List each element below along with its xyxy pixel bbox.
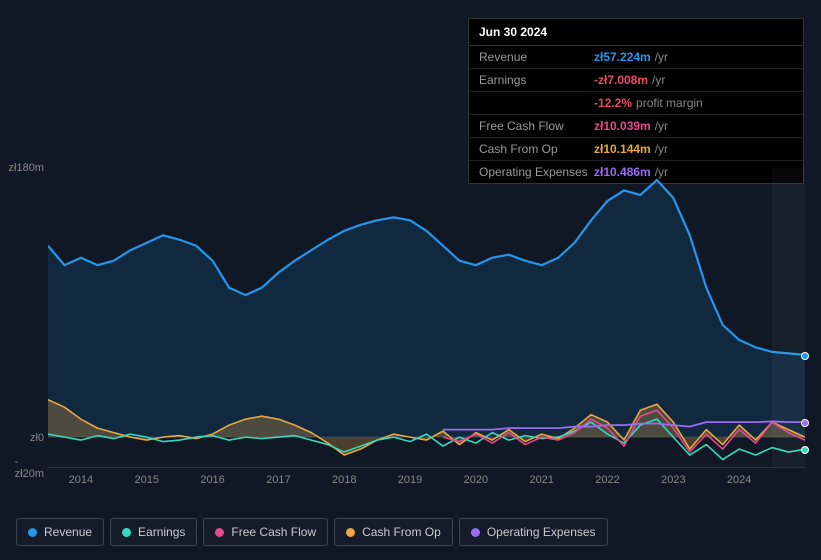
tooltip-row: Free Cash Flowzł10.039m/yr (469, 115, 803, 138)
x-axis: 2014 2015 2016 2017 2018 2019 2020 2021 2022 2023… (48, 474, 805, 494)
legend-swatch (215, 528, 224, 537)
series-end-marker (801, 352, 809, 360)
legend-swatch (122, 528, 131, 537)
chart-plot[interactable] (48, 168, 805, 468)
x-tick-label: 2016 (200, 474, 224, 486)
x-tick-label: 2024 (727, 474, 751, 486)
legend-item-earnings[interactable]: Earnings (110, 518, 197, 546)
tooltip-row-value: -zł7.008m/yr (594, 73, 665, 87)
legend-label: Operating Expenses (487, 525, 596, 539)
x-tick-label: 2019 (398, 474, 422, 486)
x-tick-label: 2020 (464, 474, 488, 486)
legend-item-cash-from-op[interactable]: Cash From Op (334, 518, 453, 546)
tooltip-row: Cash From Opzł10.144m/yr (469, 138, 803, 161)
x-tick-label: 2014 (69, 474, 93, 486)
tooltip-row: -12.2%profit margin (469, 92, 803, 115)
y-tick-label: zł0 (30, 432, 44, 444)
tooltip-row-label: Free Cash Flow (479, 119, 594, 133)
legend-label: Cash From Op (362, 525, 441, 539)
legend-swatch (471, 528, 480, 537)
tooltip-row: Earnings-zł7.008m/yr (469, 69, 803, 92)
tooltip-row-value: -12.2%profit margin (594, 96, 703, 110)
chart-legend: Revenue Earnings Free Cash Flow Cash From O… (16, 518, 608, 546)
x-tick-label: 2022 (595, 474, 619, 486)
tooltip-row-label: Cash From Op (479, 142, 594, 156)
x-tick-label: 2015 (134, 474, 158, 486)
tooltip-row-value: zł10.039m/yr (594, 119, 668, 133)
x-tick-label: 2018 (332, 474, 356, 486)
legend-label: Revenue (44, 525, 92, 539)
tooltip-row-value: zł10.144m/yr (594, 142, 668, 156)
legend-item-free-cash-flow[interactable]: Free Cash Flow (203, 518, 328, 546)
legend-label: Free Cash Flow (231, 525, 316, 539)
legend-label: Earnings (138, 525, 185, 539)
chart-svg (48, 168, 805, 467)
series-end-marker (801, 419, 809, 427)
legend-swatch (28, 528, 37, 537)
y-tick-label: zł180m (9, 162, 44, 174)
tooltip-row: Revenuezł57.224m/yr (469, 46, 803, 69)
x-tick-label: 2017 (266, 474, 290, 486)
series-fill-revenue (48, 180, 805, 437)
series-end-marker (801, 446, 809, 454)
legend-swatch (346, 528, 355, 537)
y-tick-label: -zł20m (15, 456, 44, 480)
tooltip-row-label: Revenue (479, 50, 594, 64)
x-tick-label: 2023 (661, 474, 685, 486)
financial-chart: zł180mzł0-zł20m 201420152016201720182019… (16, 160, 805, 500)
tooltip-date: Jun 30 2024 (469, 19, 803, 46)
legend-item-operating-expenses[interactable]: Operating Expenses (459, 518, 608, 546)
y-axis: zł180mzł0-zł20m (16, 160, 48, 500)
legend-item-revenue[interactable]: Revenue (16, 518, 104, 546)
tooltip-row-label: Earnings (479, 73, 594, 87)
tooltip-row-value: zł57.224m/yr (594, 50, 668, 64)
tooltip-row-label (479, 96, 594, 110)
x-tick-label: 2021 (529, 474, 553, 486)
